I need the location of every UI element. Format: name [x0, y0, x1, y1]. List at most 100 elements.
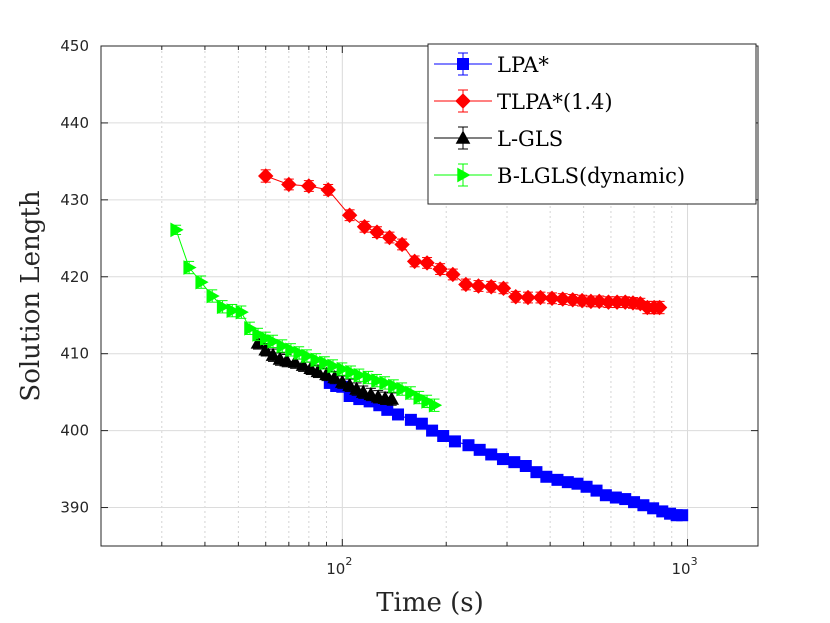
data-point [260, 330, 274, 346]
data-point [419, 255, 435, 271]
data-point [381, 403, 394, 416]
y-tick-label: 450 [60, 37, 89, 55]
data-point [651, 299, 668, 316]
data-point [336, 361, 350, 377]
data-point [495, 280, 512, 297]
data-point [235, 304, 249, 320]
y-axis-title: Solution Length [16, 190, 46, 401]
x-axis-title: Time (s) [376, 588, 484, 618]
data-point [483, 279, 499, 295]
data-point [392, 408, 405, 421]
legend-label: L-GLS [497, 127, 563, 151]
data-point [295, 357, 311, 371]
legend-label: TLPA*(1.4) [497, 90, 613, 114]
data-point [437, 430, 450, 442]
legend-marker [457, 58, 469, 70]
data-point [327, 370, 342, 384]
data-point [301, 348, 315, 364]
data-point [320, 182, 336, 198]
data-point [293, 345, 307, 361]
data-point [413, 390, 427, 405]
data-point [519, 460, 532, 472]
data-point [369, 224, 385, 240]
data-point [285, 342, 299, 358]
data-point [428, 397, 443, 413]
data-point [319, 366, 334, 381]
data-point [319, 355, 333, 371]
data-point [355, 384, 371, 398]
data-point [540, 470, 553, 483]
legend-entry: LPA* [434, 52, 549, 77]
data-point [252, 327, 266, 342]
data-point [405, 385, 419, 401]
legend-entry: L-GLS [434, 126, 563, 151]
data-point [485, 448, 498, 461]
data-point [281, 176, 297, 193]
data-point [404, 413, 417, 426]
data-point [310, 363, 326, 378]
data-point [301, 178, 317, 194]
y-tick-label: 390 [60, 499, 89, 517]
data-point [388, 378, 402, 394]
data-point [265, 347, 281, 361]
series-layer [170, 168, 689, 522]
data-point [384, 391, 400, 405]
data-point [676, 509, 689, 522]
data-point [206, 288, 220, 304]
y-tick-label: 420 [60, 268, 89, 286]
data-point [258, 168, 274, 184]
data-point [462, 439, 475, 452]
series-3 [170, 222, 443, 413]
data-point [406, 253, 423, 270]
data-point [470, 278, 487, 294]
legend-marker [455, 93, 471, 109]
data-point [532, 289, 549, 306]
data-point [303, 360, 319, 375]
data-point [267, 334, 281, 349]
data-point [279, 353, 295, 367]
data-point [362, 370, 376, 385]
y-tick-label: 400 [60, 422, 89, 440]
data-point [226, 303, 240, 318]
legend-marker [457, 167, 471, 183]
data-point [216, 299, 231, 315]
data-point [327, 358, 341, 374]
data-point [426, 424, 439, 437]
y-tick-label: 410 [60, 345, 89, 363]
x-tick-label: 103 [671, 555, 697, 578]
series-0 [323, 376, 689, 522]
data-point [341, 207, 358, 223]
data-point [555, 291, 571, 307]
data-point [432, 261, 448, 277]
data-point [170, 222, 184, 238]
data-point [508, 289, 524, 305]
data-point [458, 276, 474, 293]
y-tick-label: 430 [60, 191, 89, 209]
y-tick-label: 440 [60, 114, 89, 132]
data-point [445, 266, 461, 283]
data-point [287, 354, 303, 368]
data-point [421, 394, 435, 409]
data-point [334, 374, 350, 388]
data-point [565, 292, 581, 308]
x-tick-label: 102 [326, 555, 352, 578]
data-point [508, 456, 521, 469]
legend: LPA* TLPA*(1.4) L-GLS B-LGLS(dynamic) [427, 43, 757, 205]
data-point [345, 364, 359, 380]
data-point [530, 466, 543, 479]
data-point [342, 377, 357, 391]
series-1 [258, 168, 668, 316]
legend-entry: B-LGLS(dynamic) [434, 163, 685, 188]
data-point [396, 381, 410, 397]
data-point [544, 290, 560, 307]
data-point [310, 352, 324, 368]
data-point [353, 367, 367, 383]
data-point [394, 236, 410, 253]
data-point [496, 453, 509, 466]
data-point [195, 274, 209, 290]
legend-entry: TLPA*(1.4) [434, 89, 613, 114]
data-point [183, 260, 197, 275]
data-point [473, 443, 486, 456]
legend-label: B-LGLS(dynamic) [497, 164, 685, 188]
